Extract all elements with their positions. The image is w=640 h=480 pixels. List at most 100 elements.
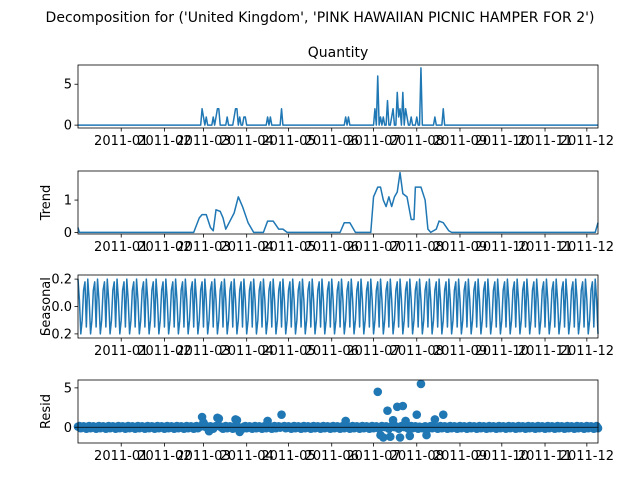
- resid-x-ticks: 2011-012011-022011-032011-042011-052011-…: [94, 443, 614, 464]
- resid-axes-frame: [77, 379, 599, 444]
- resid-xtick-label: 2011-02: [137, 449, 191, 464]
- quantity-line: [78, 67, 598, 126]
- quantity-xtick-label: 2011-12: [560, 134, 614, 149]
- seasonal-xtick-label: 2011-08: [390, 344, 444, 359]
- quantity-xtick-label: 2011-06: [305, 134, 359, 149]
- resid-point: [277, 410, 286, 419]
- trend-xtick-label: 2011-01: [94, 240, 148, 255]
- resid-panel: 05 2011-012011-022011-032011-042011-0520…: [39, 379, 614, 464]
- quantity-xtick-label: 2011-05: [261, 134, 315, 149]
- quantity-xtick-label: 2011-02: [137, 134, 191, 149]
- quantity-xtick-label: 2011-09: [433, 134, 487, 149]
- quantity-panel: Quantity 05 2011-012011-022011-032011-04…: [64, 45, 614, 149]
- resid-point: [385, 432, 395, 441]
- resid-point: [373, 387, 383, 397]
- resid-xtick-label: 2011-04: [220, 449, 274, 464]
- trend-ylabel: Trend: [39, 185, 54, 222]
- resid-series: [73, 379, 603, 442]
- trend-ytick-label: 1: [64, 194, 72, 209]
- trend-x-ticks: 2011-012011-022011-032011-042011-052011-…: [94, 234, 614, 255]
- resid-point: [430, 415, 440, 424]
- trend-panel: 01 2011-012011-022011-032011-042011-0520…: [39, 170, 614, 255]
- seasonal-ytick-label: 0.2: [51, 273, 72, 288]
- seasonal-xtick-label: 2011-11: [518, 344, 572, 359]
- trend-xtick-label: 2011-03: [176, 240, 230, 255]
- resid-xtick-label: 2011-06: [305, 449, 359, 464]
- resid-xtick-label: 2011-11: [518, 449, 572, 464]
- resid-xtick-label: 2011-12: [560, 449, 614, 464]
- resid-point: [214, 414, 224, 423]
- resid-point: [401, 416, 410, 426]
- trend-xtick-label: 2011-11: [518, 240, 572, 255]
- trend-axes-frame: [77, 170, 599, 235]
- seasonal-xtick-label: 2011-03: [176, 344, 230, 359]
- seasonal-xtick-label: 2011-10: [475, 344, 529, 359]
- resid-point: [405, 431, 415, 441]
- quantity-xtick-label: 2011-01: [94, 134, 148, 149]
- resid-xtick-label: 2011-03: [176, 449, 230, 464]
- quantity-xtick-label: 2011-11: [518, 134, 572, 149]
- seasonal-xtick-label: 2011-09: [433, 344, 487, 359]
- quantity-series: [78, 67, 598, 126]
- trend-xtick-label: 2011-06: [305, 240, 359, 255]
- trend-xtick-label: 2011-10: [475, 240, 529, 255]
- trend-y-ticks: 01: [64, 194, 78, 241]
- resid-point: [379, 433, 388, 442]
- resid-ylabel: Resid: [39, 394, 54, 429]
- resid-point: [412, 410, 422, 419]
- seasonal-xtick-label: 2011-04: [220, 344, 274, 359]
- quantity-ytick-label: 0: [64, 119, 72, 134]
- resid-point: [438, 410, 448, 419]
- seasonal-xtick-label: 2011-05: [261, 344, 315, 359]
- quantity-xtick-label: 2011-07: [346, 134, 400, 149]
- trend-xtick-label: 2011-08: [390, 240, 444, 255]
- seasonal-xtick-label: 2011-06: [305, 344, 359, 359]
- seasonal-panel: 0.20.0−0.2 2011-012011-022011-032011-042…: [39, 273, 614, 359]
- resid-point: [416, 379, 426, 389]
- seasonal-y-ticks: 0.2 0.0 −0.2: [40, 273, 78, 342]
- seasonal-xtick-label: 2011-01: [94, 344, 148, 359]
- resid-xtick-label: 2011-10: [475, 449, 529, 464]
- resid-point: [398, 401, 408, 411]
- resid-point: [422, 430, 431, 440]
- resid-xtick-label: 2011-01: [94, 449, 148, 464]
- quantity-ytick-label: 5: [64, 78, 72, 93]
- quantity-xtick-label: 2011-10: [475, 134, 529, 149]
- seasonal-xtick-label: 2011-02: [137, 344, 191, 359]
- seasonal-xtick-label: 2011-12: [560, 344, 614, 359]
- quantity-xtick-label: 2011-08: [390, 134, 444, 149]
- trend-xtick-label: 2011-05: [261, 240, 315, 255]
- figure-suptitle: Decomposition for ('United Kingdom', 'PI…: [46, 10, 595, 26]
- trend-xtick-label: 2011-12: [560, 240, 614, 255]
- trend-series: [77, 171, 599, 234]
- seasonal-series: [77, 278, 599, 335]
- resid-xtick-label: 2011-09: [433, 449, 487, 464]
- resid-point: [383, 406, 392, 416]
- quantity-x-ticks: 2011-012011-022011-032011-042011-052011-…: [94, 128, 614, 149]
- quantity-axes-frame: [77, 64, 599, 129]
- seasonal-ytick-label: 0.0: [51, 300, 72, 315]
- quantity-title: Quantity: [308, 45, 369, 61]
- seasonal-x-ticks: 2011-012011-022011-032011-042011-052011-…: [94, 338, 614, 359]
- resid-ytick-label: 5: [64, 381, 72, 396]
- quantity-xtick-label: 2011-03: [176, 134, 230, 149]
- quantity-y-ticks: 05: [64, 78, 78, 134]
- resid-point: [395, 433, 405, 442]
- seasonal-xtick-label: 2011-07: [346, 344, 400, 359]
- resid-ytick-label: 0: [64, 421, 72, 436]
- resid-xtick-label: 2011-08: [390, 449, 444, 464]
- quantity-xtick-label: 2011-04: [220, 134, 274, 149]
- seasonal-ylabel: Seasonal: [39, 277, 54, 336]
- resid-point: [232, 415, 242, 425]
- trend-xtick-label: 2011-09: [433, 240, 487, 255]
- resid-y-ticks: 05: [64, 381, 78, 436]
- resid-xtick-label: 2011-05: [261, 449, 315, 464]
- seasonal-ytick-label: −0.2: [40, 327, 72, 342]
- resid-xtick-label: 2011-07: [346, 449, 400, 464]
- trend-ytick-label: 0: [64, 226, 72, 241]
- trend-xtick-label: 2011-04: [220, 240, 274, 255]
- trend-xtick-label: 2011-07: [346, 240, 400, 255]
- seasonal-line: [77, 278, 599, 335]
- trend-line: [77, 171, 599, 234]
